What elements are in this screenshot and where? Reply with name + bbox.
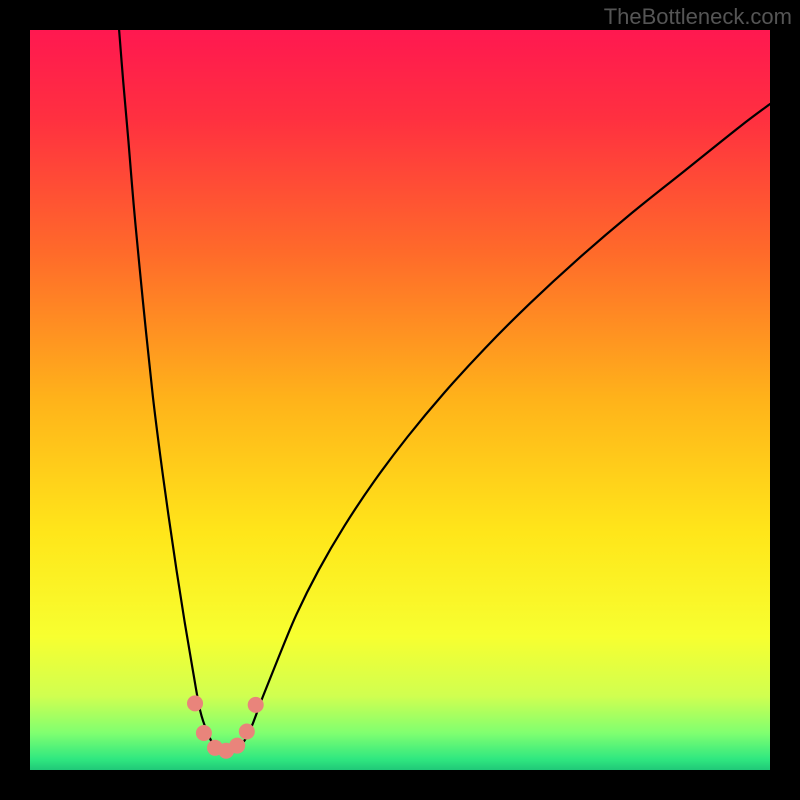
dip-marker [239, 724, 255, 740]
dip-marker [229, 738, 245, 754]
watermark-text: TheBottleneck.com [604, 4, 792, 30]
dip-marker [196, 725, 212, 741]
plot-background [30, 30, 770, 770]
dip-marker [248, 697, 264, 713]
chart-container: TheBottleneck.com [0, 0, 800, 800]
bottleneck-chart [0, 0, 800, 800]
dip-marker [187, 695, 203, 711]
